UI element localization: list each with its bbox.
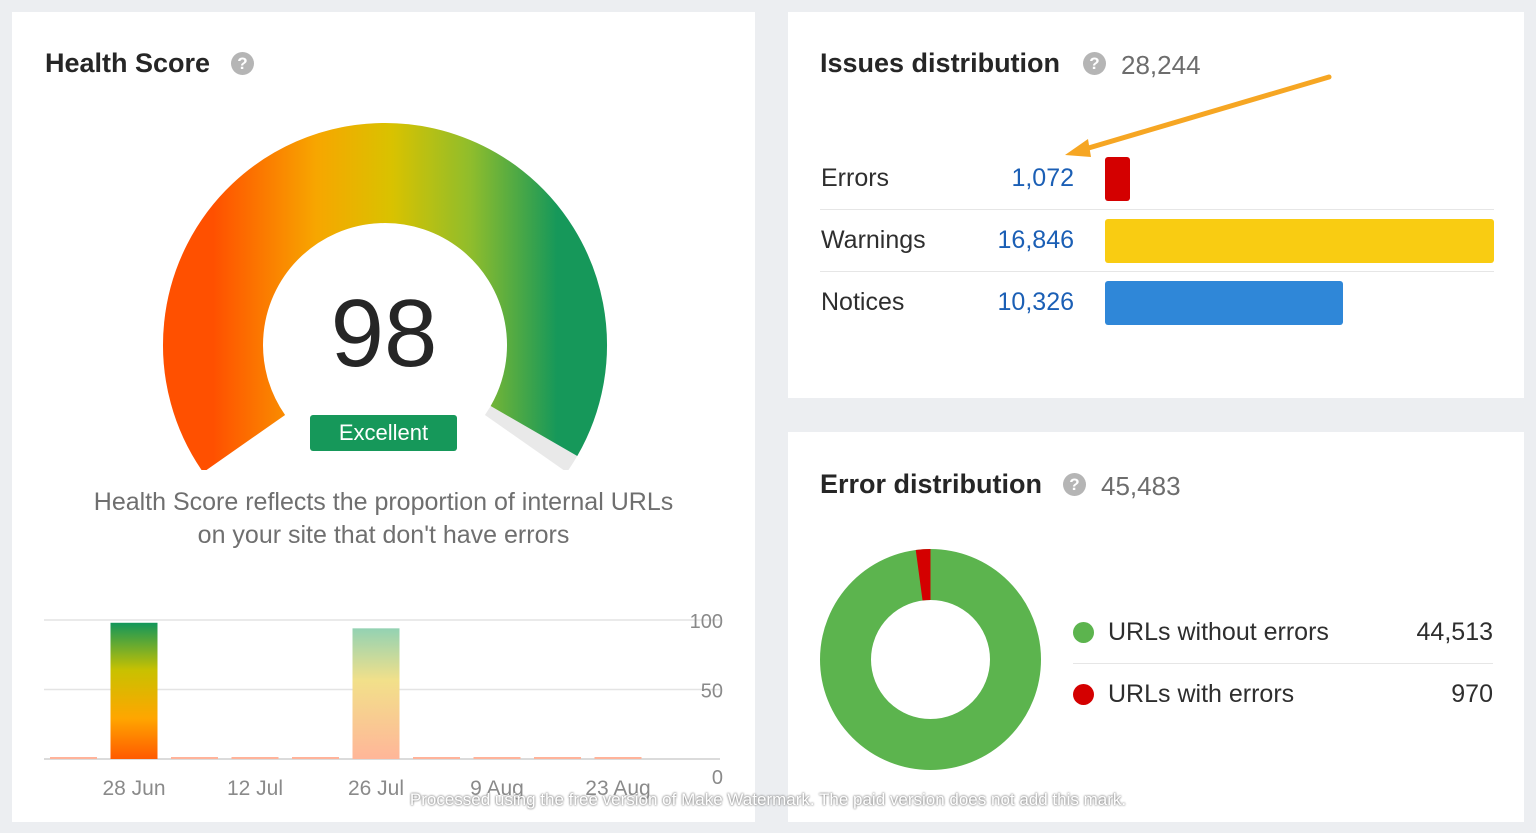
x-tick-label: 26 Jul bbox=[348, 777, 404, 800]
legend-value: 970 bbox=[1451, 680, 1493, 708]
y-tick-label: 0 bbox=[712, 767, 723, 789]
watermark-text: Processed using the free version of Make… bbox=[409, 790, 1127, 809]
donut-slice-with-errors[interactable] bbox=[915, 549, 931, 601]
issue-label: Notices bbox=[821, 288, 905, 316]
x-tick-label: 9 Aug bbox=[470, 777, 524, 800]
legend-item-with-errors[interactable]: URLs with errors 970 bbox=[1073, 663, 1493, 725]
annotation-arrow-icon bbox=[1065, 74, 1332, 157]
health-rating-badge: Excellent bbox=[310, 415, 457, 451]
error-donut-chart bbox=[820, 549, 1041, 770]
x-tick-label: 28 Jun bbox=[102, 777, 165, 800]
history-bar-empty[interactable] bbox=[594, 757, 642, 759]
history-bar-empty[interactable] bbox=[231, 757, 279, 759]
health-score-gauge bbox=[163, 123, 607, 470]
health-score-description: Health Score reflects the proportion of … bbox=[52, 486, 715, 552]
health-score-value: 98 bbox=[330, 280, 438, 387]
issue-count-link[interactable]: 10,326 bbox=[997, 288, 1074, 316]
health-score-description-line-1: Health Score reflects the proportion of … bbox=[93, 488, 674, 516]
history-bar[interactable] bbox=[352, 628, 400, 759]
history-bar-empty[interactable] bbox=[473, 757, 521, 759]
error-distribution-total: 45,483 bbox=[1101, 471, 1181, 501]
issue-bar-warnings[interactable] bbox=[1105, 219, 1494, 263]
issue-row-notices[interactable]: Notices 10,326 bbox=[820, 271, 1494, 333]
legend-item-without-errors[interactable]: URLs without errors 44,513 bbox=[1073, 601, 1493, 664]
history-bar[interactable] bbox=[110, 622, 158, 759]
y-tick-label: 100 bbox=[690, 611, 723, 633]
health-score-panel: Health Score ? 98 Excellent Health Score… bbox=[12, 12, 755, 822]
health-score-help-icon[interactable]: ? bbox=[231, 52, 254, 75]
issues-distribution-panel: Issues distribution ? 28,244 Errors 1,07… bbox=[788, 12, 1524, 398]
issue-bar-errors[interactable] bbox=[1105, 157, 1130, 201]
error-distribution-title: Error distribution bbox=[820, 469, 1042, 499]
health-score-description-line-2: on your site that don't have errors bbox=[197, 521, 570, 549]
legend-dot-icon bbox=[1073, 684, 1094, 705]
legend-dot-icon bbox=[1073, 622, 1094, 643]
issues-help-icon[interactable]: ? bbox=[1083, 52, 1106, 75]
y-tick-label: 50 bbox=[701, 681, 723, 703]
legend-value: 44,513 bbox=[1416, 618, 1493, 646]
health-score-title: Health Score bbox=[45, 48, 211, 78]
issue-count-link[interactable]: 1,072 bbox=[1011, 164, 1074, 192]
history-bar-empty[interactable] bbox=[413, 757, 460, 759]
history-bar-empty[interactable] bbox=[50, 757, 97, 759]
error-distribution-panel: Error distribution ? 45,483 URLs without… bbox=[788, 432, 1524, 822]
issues-title: Issues distribution bbox=[820, 48, 1061, 78]
x-tick-label: 23 Aug bbox=[585, 777, 650, 800]
legend-label: URLs with errors bbox=[1108, 680, 1295, 708]
issue-row-warnings[interactable]: Warnings 16,846 bbox=[820, 209, 1494, 272]
issue-count-link[interactable]: 16,846 bbox=[997, 226, 1074, 254]
error-distribution-help-icon[interactable]: ? bbox=[1063, 473, 1086, 496]
gauge-fill bbox=[163, 123, 607, 470]
issue-bar-notices[interactable] bbox=[1105, 281, 1343, 325]
history-bar-empty[interactable] bbox=[171, 757, 218, 759]
health-history-chart: 28 Jun 12 Jul 26 Jul 9 Aug 23 Aug 100 50 0 bbox=[44, 611, 723, 800]
issue-label: Errors bbox=[821, 164, 890, 192]
issues-total: 28,244 bbox=[1121, 50, 1201, 80]
issue-label: Warnings bbox=[821, 226, 926, 254]
history-bar-empty[interactable] bbox=[292, 757, 339, 759]
history-bar-empty[interactable] bbox=[534, 757, 581, 759]
x-tick-label: 12 Jul bbox=[227, 777, 283, 800]
issue-row-errors[interactable]: Errors 1,072 bbox=[820, 147, 1494, 210]
legend-label: URLs without errors bbox=[1108, 618, 1329, 646]
